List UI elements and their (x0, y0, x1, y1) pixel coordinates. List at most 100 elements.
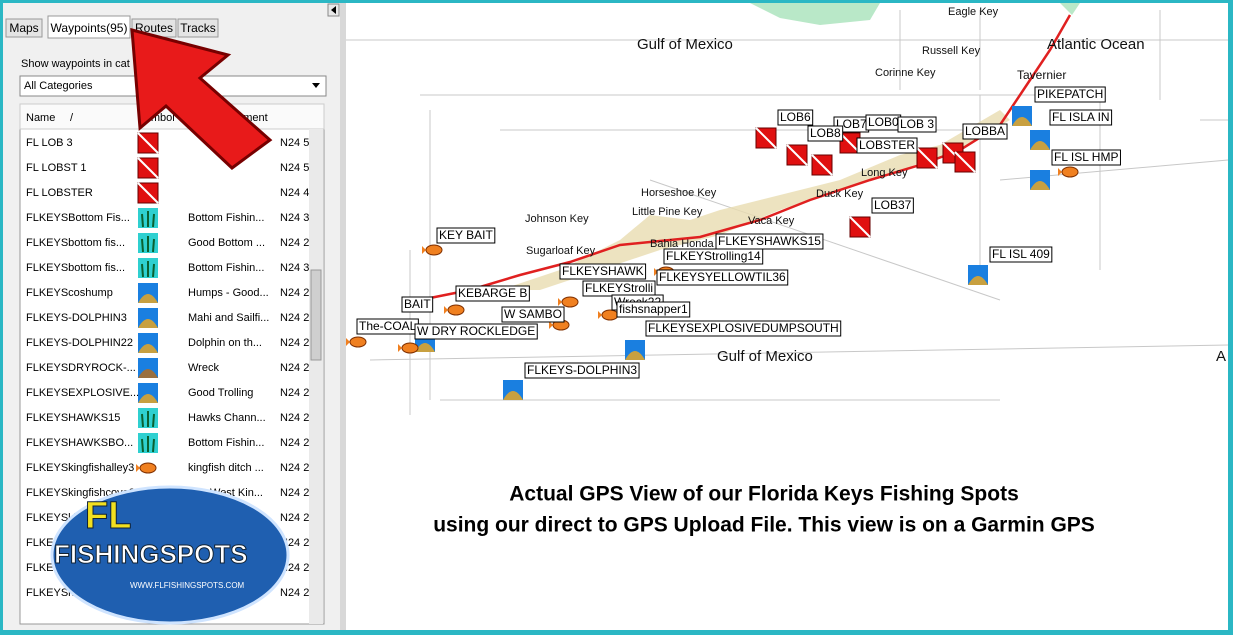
hump (1012, 117, 1032, 126)
waypoint-box (656, 269, 789, 286)
waypoint-box (1049, 109, 1113, 126)
waypoint-box (401, 296, 434, 313)
waypoint-box (436, 227, 496, 244)
waypoint-box (989, 246, 1053, 263)
flag-stripe (954, 151, 976, 173)
waypoint-label[interactable]: LOBSTER (859, 138, 915, 152)
waypoint-label[interactable]: W SAMBO (504, 307, 562, 321)
waypoint-label[interactable]: LOB7 (836, 117, 867, 131)
place-label: Duck Key (816, 188, 864, 200)
row-position: N24 2 (280, 437, 309, 449)
row-comment: Bottom Fishin... (188, 262, 264, 274)
waypoint-label[interactable]: FL ISLA IN (1052, 110, 1110, 124)
waypoint-box (856, 137, 918, 154)
waypoint-label[interactable]: LOBBA (965, 124, 1005, 138)
flag-stripe (137, 157, 159, 179)
caption: Actual GPS View of our Florida Keys Fish… (509, 483, 1019, 506)
caption: using our direct to GPS Upload File. Thi… (433, 514, 1095, 537)
tab[interactable] (5, 18, 43, 38)
waypoint-box (1051, 149, 1121, 166)
place-label: Atlantic Ocean (1047, 36, 1145, 53)
row-position: N24 2 (280, 412, 309, 424)
map[interactable] (346, 3, 1228, 630)
row-comment: Good Bottom ... (188, 237, 265, 249)
row-position: N24 2 (280, 462, 309, 474)
column-header: Name (26, 112, 55, 124)
fish-tail (549, 321, 553, 329)
waypoint-label[interactable]: LOB6 (780, 110, 811, 124)
tab-label: Maps (9, 21, 38, 35)
weed (141, 261, 155, 278)
place-label: Sugarloaf Key (526, 245, 596, 257)
waypoint-label[interactable]: W DRY ROCKLEDGE (417, 324, 535, 338)
tab[interactable] (177, 18, 219, 38)
waypoint-label[interactable]: FLKEYSHAWKS15 (718, 234, 821, 248)
waypoint-label[interactable]: BAIT (404, 297, 431, 311)
weed (141, 436, 155, 453)
flag-stripe (849, 216, 871, 238)
waypoint-box (962, 123, 1008, 140)
waypoint-box (455, 285, 530, 302)
waypoint-label[interactable]: FLKEYStrolling14 (666, 249, 761, 263)
place-label: Tavernier (1017, 68, 1066, 82)
waypoint-label[interactable]: fishsnapper1 (619, 302, 688, 316)
place-label: A (1216, 348, 1226, 365)
row-name: FL LOBSTER (26, 187, 93, 199)
row-position: N24 2 (280, 312, 309, 324)
fish-icon (401, 342, 419, 354)
waypoint-label[interactable]: PIKEPATCH (1037, 87, 1103, 101)
splitter[interactable] (340, 3, 346, 630)
waypoint-label[interactable]: LOB0 (868, 115, 899, 129)
waypoint-label[interactable]: FLKEYSYELLOWTIL36 (659, 270, 786, 284)
fish-icon (349, 336, 367, 348)
waypoint-label[interactable]: FL ISL HMP (1054, 150, 1118, 164)
fish-tail (422, 246, 426, 254)
waypoint-label[interactable]: FL ISL 409 (992, 247, 1050, 261)
waypoint-label[interactable]: KEBARGE B (458, 286, 527, 300)
row-name: FLKEYSBottom Fis... (26, 212, 130, 224)
waypoint-label[interactable]: LOB8 (810, 126, 841, 140)
scrollbar[interactable] (309, 129, 323, 624)
waypoint-box (414, 323, 538, 340)
row-name: FLKEYScoshump (26, 287, 113, 299)
waypoint-label[interactable]: LOB 3 (900, 117, 934, 131)
waypoint-box (616, 301, 691, 318)
tab[interactable] (47, 15, 131, 39)
weed (141, 211, 155, 228)
hump (138, 394, 158, 403)
waypoint-label[interactable]: LOB37 (874, 198, 912, 212)
row-comment: Good Trolling (188, 387, 253, 399)
red-arrow (130, 28, 273, 170)
row-comment: Dolphin on th... (188, 337, 262, 349)
flag-stripe (916, 147, 938, 169)
waypoint-label[interactable]: FLKEYStrolli (585, 281, 653, 295)
waypoint-label[interactable]: FLKEYS-DOLPHIN3 (527, 363, 637, 377)
row-name: FLKEYSEXPLOSIVE... (26, 387, 139, 399)
waypoint-box (524, 362, 640, 379)
fish-tail (1058, 168, 1062, 176)
flag-stripe (137, 182, 159, 204)
flag-stripe (786, 144, 808, 166)
hump (625, 351, 645, 360)
filter-label: Show waypoints in cat (21, 58, 130, 70)
waypoint-box (1034, 86, 1106, 103)
place-label: Johnson Key (525, 213, 589, 225)
fish-tail (346, 338, 350, 346)
waypoint-box (807, 125, 844, 142)
row-position: N24 2 (280, 287, 309, 299)
logo-subtitle: FISHINGSPOTS (54, 539, 248, 569)
waypoint-label[interactable]: KEY BAIT (439, 228, 493, 242)
waypoint-label[interactable]: The-COAL (359, 319, 417, 333)
fish-tail (444, 306, 448, 314)
waypoint-box (501, 306, 565, 323)
row-position: N24 2 (280, 487, 309, 499)
waypoint-label[interactable]: FLKEYSEXPLOSIVEDUMPSOUTH (648, 321, 839, 335)
fish-tail (598, 311, 602, 319)
waypoint-label[interactable]: FLKEYSHAWK (562, 264, 644, 278)
hump (1030, 181, 1050, 190)
hump (138, 319, 158, 328)
weed (141, 236, 155, 253)
place-label: Corinne Key (875, 67, 936, 79)
scroll-thumb[interactable] (310, 269, 322, 361)
fish-icon (425, 244, 443, 256)
